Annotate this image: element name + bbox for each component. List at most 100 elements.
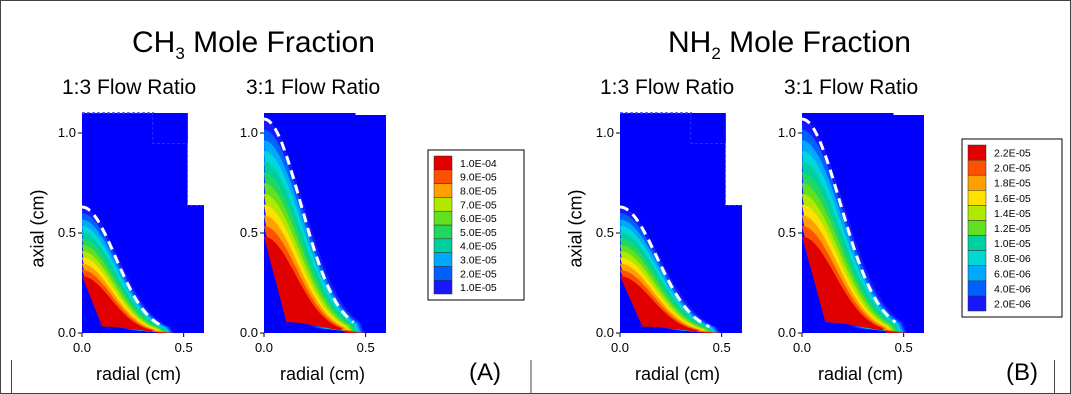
colorbar-swatch [967,295,987,312]
contour-band [802,236,910,333]
colorbar-swatch [967,220,987,236]
contour-bands [802,119,910,333]
contour-band [620,257,709,333]
contour-bands [620,207,723,333]
flame-front-line [801,117,897,324]
colorbar-label: 1.0E-05 [460,282,497,294]
colorbar-swatch [967,250,987,266]
colorbar-swatch [967,205,987,221]
y-tick-label: 0.0 [596,325,614,340]
panel-b-xlabel-right: radial (cm) [818,364,904,384]
colorbar-label: 2.2E-05 [994,148,1031,160]
colorbar-a: 1.0E-05 2.0E-053.0E-05 4.0E-05 5.0E-05 6.0E-… [427,149,525,301]
colorbar-swatch [967,190,987,206]
panel-b-xlabel-left: radial (cm) [635,364,721,384]
colorbar-swatch [433,279,453,295]
y-tick-label: 0.5 [596,225,614,240]
colorbar-label: 1.8E-05 [994,178,1031,190]
x-tick-label: 0.5 [357,340,375,355]
colorbar-label: 8.0E-06 [994,253,1031,265]
colorbar-swatch [967,265,987,282]
colorbar-label: 7.0E-05 [460,199,497,211]
colorbar-swatch [967,174,987,191]
panel-a-letter: (A) [469,359,501,386]
colorbar-swatch [433,169,453,184]
colorbar-swatch [433,266,453,281]
plot-a-left: 0.0 0.5 0.0 0.5 1.0 [58,112,204,355]
x-tick-label: 0.0 [793,340,811,355]
contour-band [82,244,165,333]
plot-a-right: 0.0 0.5 0.0 0.5 1.0 [240,109,386,355]
plot-b-left: 0.0 0.5 0.0 0.5 1.0 [596,112,742,355]
panel-a-title-sub: 3 [175,44,185,63]
contour-band [264,193,353,333]
contour-band [620,251,709,333]
y-tick-label: 0.0 [778,325,796,340]
contour-band [82,257,163,333]
colorbar-label: 2.0E-06 [994,298,1031,310]
x-tick-label: 0.0 [73,340,91,355]
colorbar-label: 2.0E-05 [994,163,1031,175]
mesh-top-notch [355,109,386,115]
panel-b-title-main: NH [668,26,712,59]
panel-b-letter: (B) [1006,359,1038,386]
mesh-top-notch [893,109,924,115]
colorbar-label: 1.2E-05 [994,223,1031,235]
colorbar-label: 6.0E-06 [994,268,1031,280]
colorbar-swatch [433,210,453,226]
colorbar-label: 8.0E-05 [460,186,497,198]
y-tick-label: 0.0 [58,325,76,340]
x-tick-label: 0.0 [255,340,273,355]
colorbar-label: 1.0E-04 [460,158,497,170]
colorbar-label: 5.0E-05 [460,227,497,239]
mesh-cutout-fill [691,113,726,143]
contour-band [802,204,895,333]
contour-band [264,204,353,333]
mesh-cutout-fill [153,113,188,143]
x-tick-label: 0.5 [713,340,731,355]
colorbar-label: 4.0E-06 [994,283,1031,295]
panel-a-title-rest: Mole Fraction [184,26,375,59]
panel-b-left-subtitle: 1:3 Flow Ratio [600,76,735,99]
panel-b-title: NH2 Mole Fraction [668,26,911,64]
colorbar-swatch [967,235,987,251]
flame-front-line [81,205,164,329]
colorbar-label: 1.6E-05 [994,193,1031,205]
x-tick-label: 0.0 [611,340,629,355]
colorbar-swatch [433,224,453,240]
colorbar-label: 3.0E-05 [460,255,497,267]
colorbar-label: 1.0E-05 [994,238,1031,250]
panel-a-xlabel-right: radial (cm) [280,364,366,384]
panel-a-right-subtitle: 3:1 Flow Ratio [246,76,381,99]
colorbar-swatch [967,144,987,161]
panel-a-xlabel-left: radial (cm) [96,364,182,384]
colorbar-label: 6.0E-05 [460,213,497,225]
colorbar-swatch [433,197,453,212]
panel-b-title-rest: Mole Fraction [720,26,911,59]
y-tick-label: 0.5 [58,225,76,240]
y-tick-label: 1.0 [58,125,76,140]
panel-a-title: CH3 Mole Fraction [132,26,375,64]
colorbar-label: 4.0E-05 [460,241,497,253]
y-tick-label: 1.0 [240,125,258,140]
panel-a-title-main: CH [132,26,176,59]
flame-front-line [619,205,711,329]
panel-b-right-subtitle: 3:1 Flow Ratio [784,76,919,99]
contour-band [264,183,354,333]
colorbar-label: 9.0E-05 [460,172,497,184]
contour-band [82,251,163,333]
contour-bands [82,207,176,333]
y-tick-label: 1.0 [778,125,796,140]
colorbar-swatch [433,252,453,267]
y-tick-label: 0.5 [240,225,258,240]
mesh-cutout [725,113,742,205]
contour-band [264,236,367,333]
colorbar-label: 1.4E-05 [994,208,1031,220]
contour-band [82,276,176,333]
y-tick-label: 0.5 [778,225,796,240]
colorbar-swatch [433,238,453,253]
y-tick-label: 0.0 [240,325,258,340]
x-tick-label: 0.5 [175,340,193,355]
mesh-cutout [187,113,204,205]
